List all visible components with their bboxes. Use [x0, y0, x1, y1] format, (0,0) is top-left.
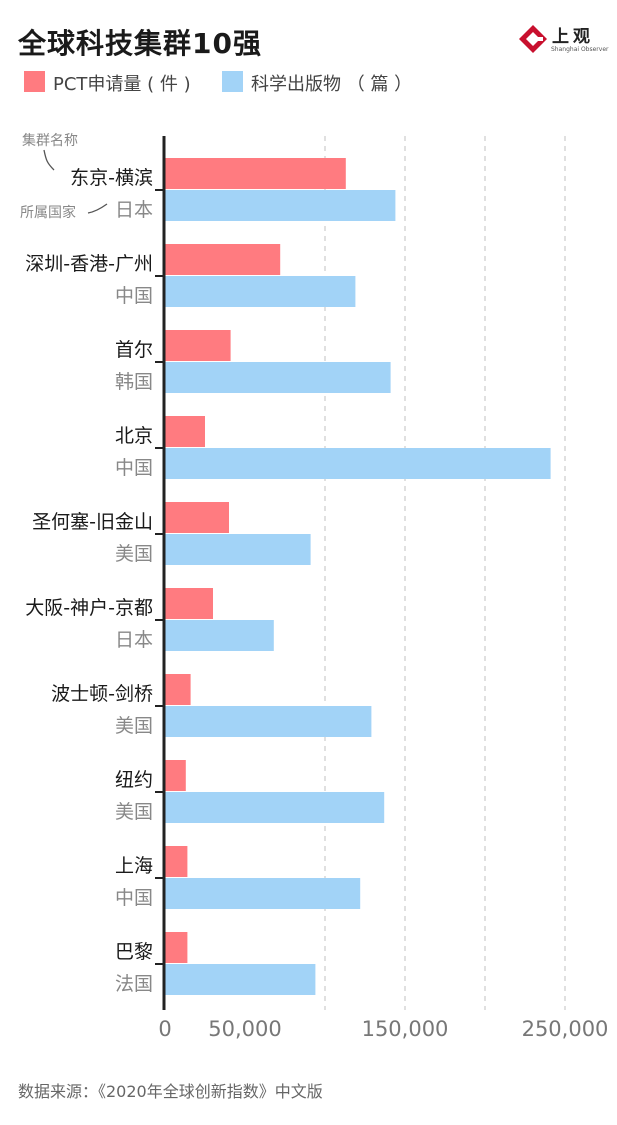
bar-pct — [165, 674, 191, 705]
country-label: 中国 — [115, 285, 153, 307]
logo-icon — [519, 25, 547, 53]
bar-pct — [165, 330, 231, 361]
bar-publications — [165, 448, 551, 479]
note-cluster-name: 集群名称 — [22, 133, 78, 149]
country-label: 日本 — [115, 629, 153, 651]
bar-pct — [165, 932, 188, 963]
country-label: 韩国 — [115, 371, 153, 393]
country-label: 中国 — [115, 457, 153, 479]
country-label: 法国 — [115, 973, 153, 995]
note-country-leader — [87, 203, 108, 214]
bar-pct — [165, 846, 188, 877]
note-cluster-leader — [43, 149, 55, 171]
logo-subtext: Shanghai Observer — [551, 46, 609, 53]
bar-pct — [165, 502, 229, 533]
country-label: 美国 — [115, 715, 153, 737]
category-label: 纽约 — [115, 769, 153, 791]
legend-swatch-pct — [24, 71, 45, 92]
category-label: 波士顿-剑桥 — [51, 683, 153, 705]
category-label: 巴黎 — [115, 941, 153, 963]
category-label: 圣何塞-旧金山 — [32, 511, 153, 533]
bar-publications — [165, 706, 372, 737]
legend-swatch-pub — [222, 71, 243, 92]
country-label: 美国 — [115, 801, 153, 823]
note-country: 所属国家 — [20, 205, 76, 221]
category-label: 上海 — [115, 855, 153, 877]
bar-pct — [165, 244, 281, 275]
bar-pct — [165, 158, 346, 189]
x-tick-label: 250,000 — [522, 1017, 609, 1041]
legend-label-pub: 科学出版物 （ 篇 ） — [251, 74, 413, 95]
x-tick-label: 150,000 — [362, 1017, 449, 1041]
source-note: 数据来源：《2020年全球创新指数》中文版 — [18, 1082, 323, 1101]
bar-publications — [165, 190, 396, 221]
bar-publications — [165, 792, 385, 823]
category-label: 北京 — [115, 425, 153, 447]
bar-publications — [165, 362, 391, 393]
bar-pct — [165, 416, 205, 447]
bar-publications — [165, 276, 356, 307]
country-label: 美国 — [115, 543, 153, 565]
bar-publications — [165, 964, 316, 995]
country-label: 日本 — [115, 199, 153, 221]
x-tick-label: 0 — [158, 1017, 171, 1041]
country-label: 中国 — [115, 887, 153, 909]
bar-pct — [165, 760, 186, 791]
bar-chart: 东京-横滨日本深圳-香港-广州中国首尔韩国北京中国圣何塞-旧金山美国大阪-神户-… — [25, 136, 609, 1041]
bar-publications — [165, 620, 274, 651]
brand-logo: 上观 Shanghai Observer — [518, 22, 608, 58]
bar-publications — [165, 534, 311, 565]
x-tick-label: 50,000 — [208, 1017, 281, 1041]
category-label: 深圳-香港-广州 — [25, 253, 153, 275]
bar-pct — [165, 588, 213, 619]
category-label: 大阪-神户-京都 — [25, 597, 153, 619]
category-label: 首尔 — [115, 339, 153, 361]
logo-text: 上观 — [552, 27, 594, 47]
category-label: 东京-横滨 — [70, 167, 153, 189]
legend-label-pct: PCT申请量 ( 件 ) — [53, 74, 191, 95]
chart-title: 全球科技集群10强 — [18, 27, 262, 60]
bar-publications — [165, 878, 361, 909]
